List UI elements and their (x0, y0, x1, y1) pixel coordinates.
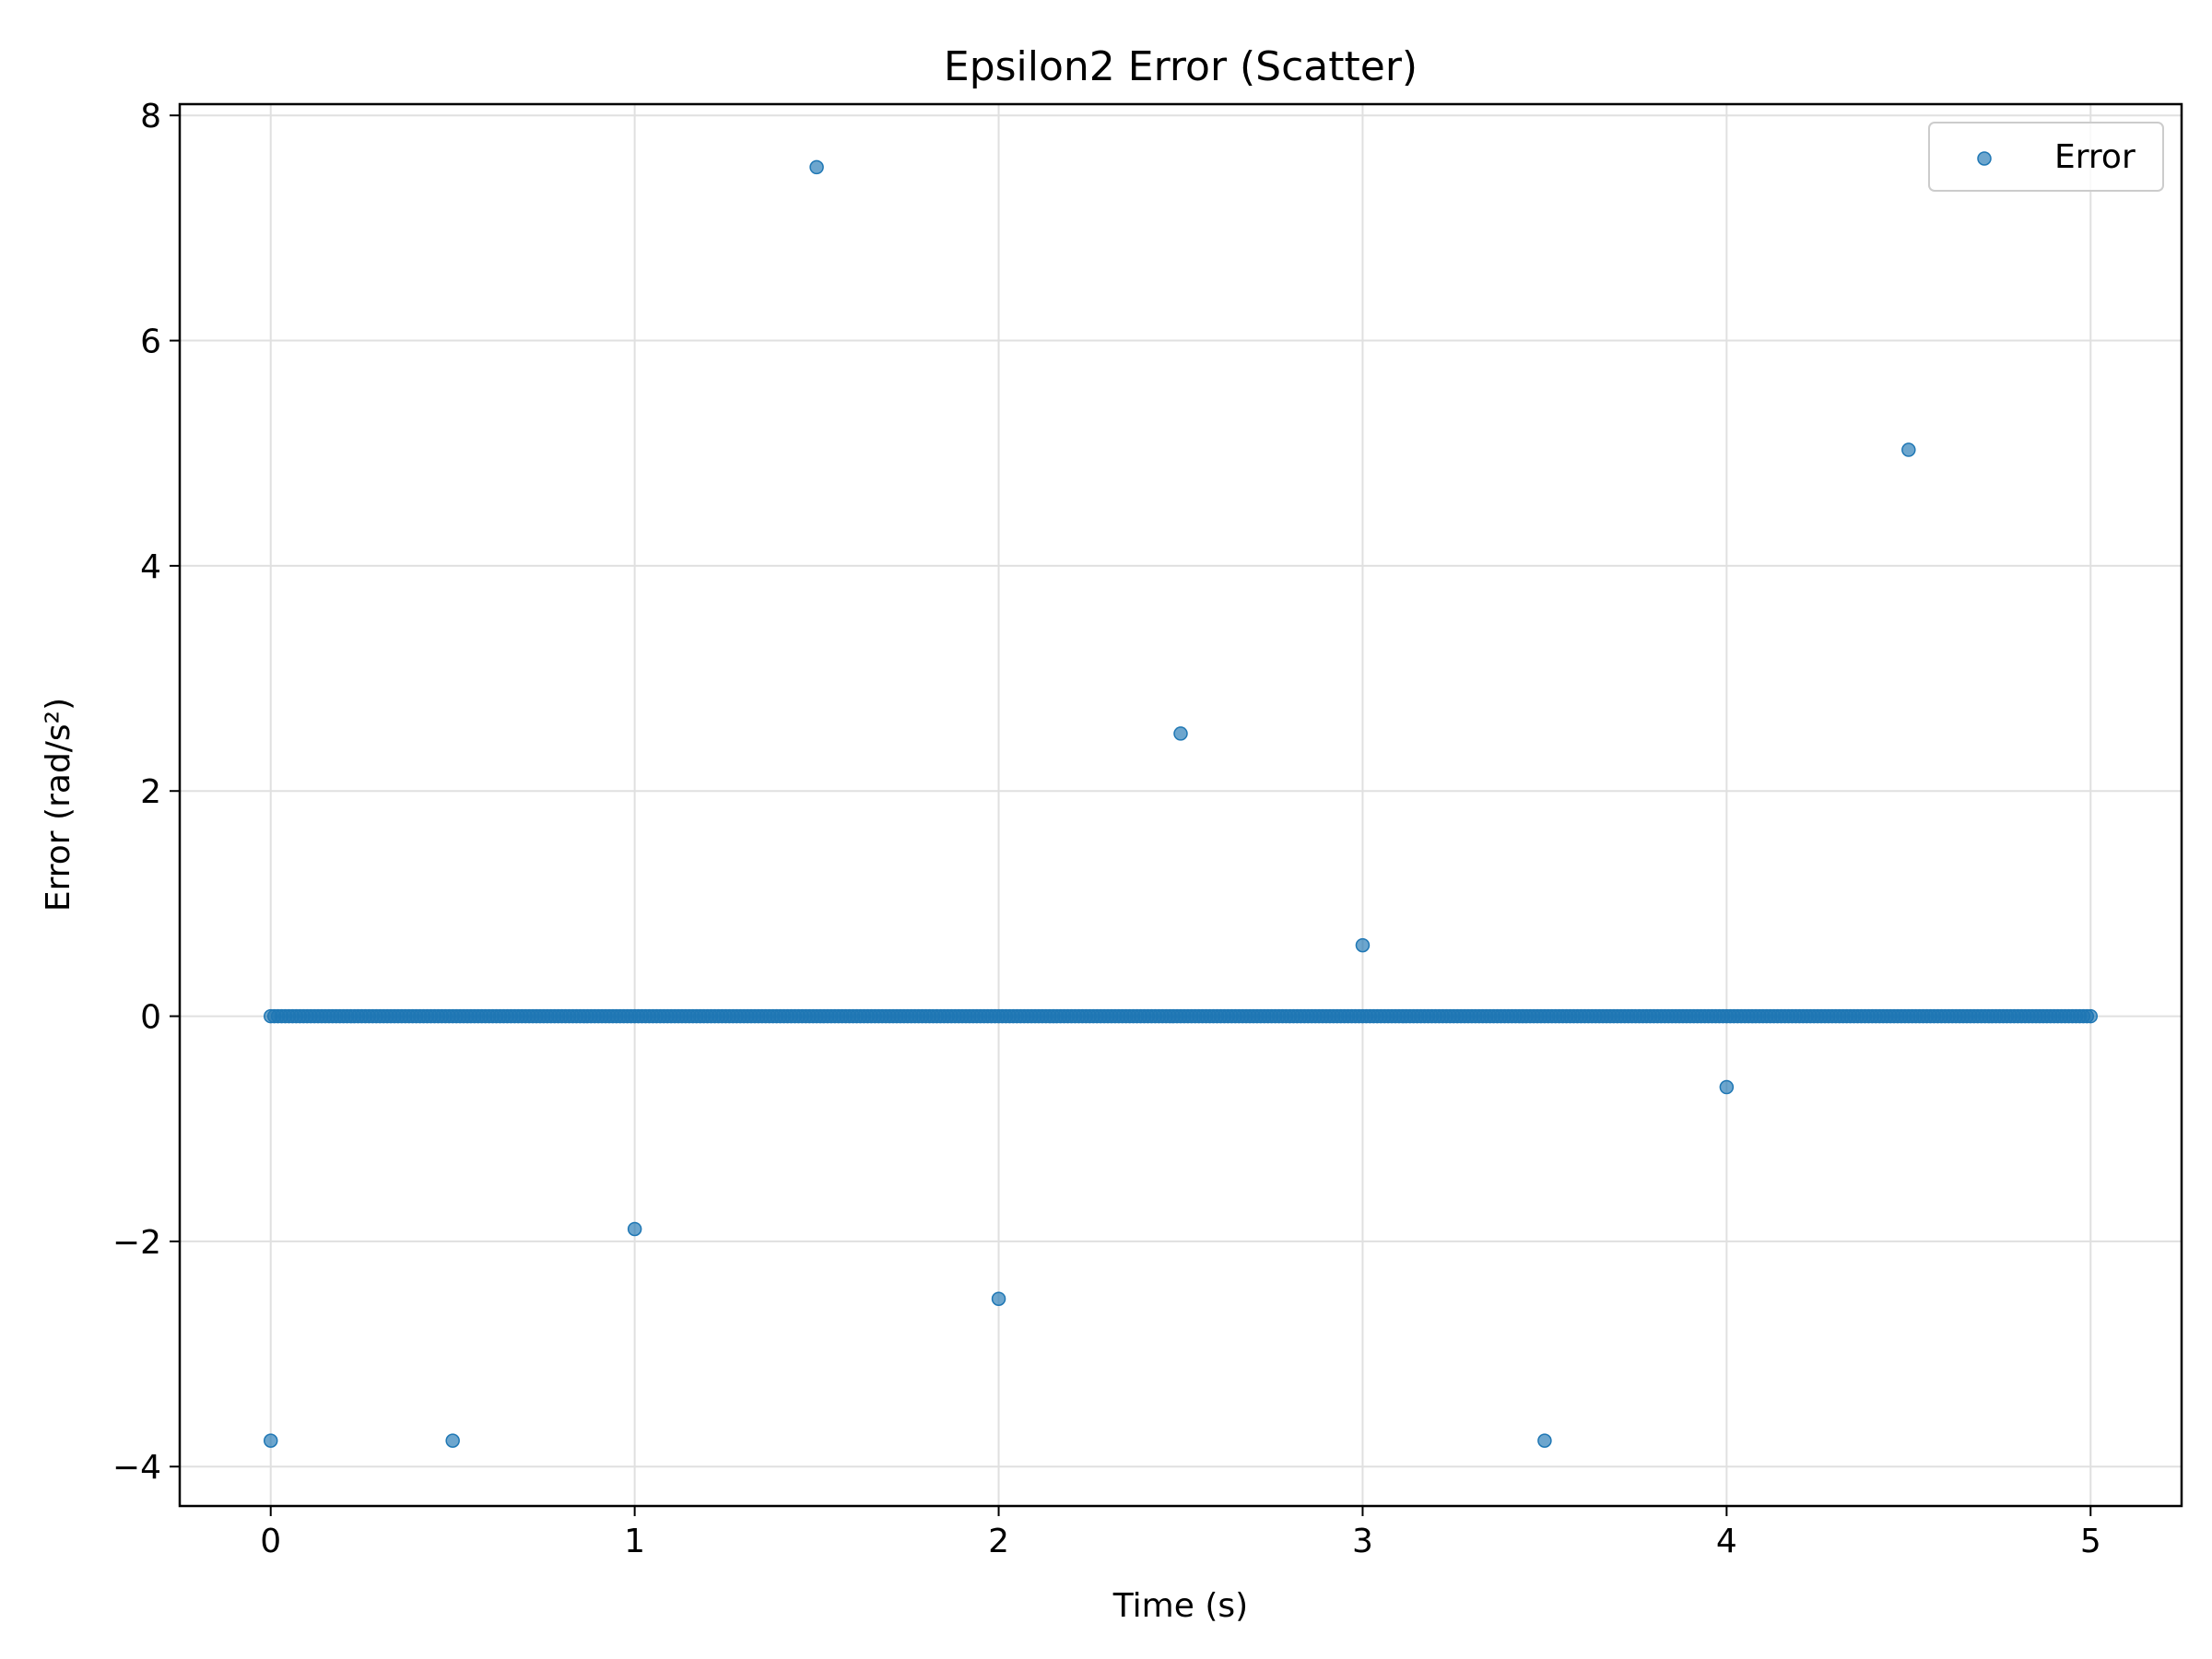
scatter-point (991, 1291, 1006, 1306)
scatter-point (1173, 726, 1188, 741)
y-tick-label: 2 (140, 773, 161, 811)
scatter-point (809, 159, 824, 175)
x-tick-label: 3 (1352, 1523, 1373, 1560)
scatter-point (627, 1221, 642, 1237)
data-points (263, 159, 2099, 1448)
y-tick-label: 0 (140, 999, 161, 1037)
scatter-point (445, 1433, 460, 1448)
scatter-point (1719, 1079, 1735, 1095)
scatter-point (263, 1433, 278, 1448)
scatter-point-baseline (2083, 1008, 2099, 1024)
legend-label-error: Error (2054, 138, 2136, 176)
x-tick-label: 5 (2080, 1523, 2101, 1560)
x-tick-label: 0 (260, 1523, 281, 1560)
axis-ticks: 0 1 2 3 4 5 −4 −2 0 2 4 6 8 (112, 98, 2101, 1560)
x-axis-title: Time (s) (1112, 1587, 1248, 1625)
scatter-point (1355, 937, 1371, 953)
plot-frame (178, 102, 2183, 1508)
x-tick-label: 4 (1716, 1523, 1737, 1560)
y-tick-label: 4 (140, 548, 161, 586)
y-tick-label: −2 (112, 1224, 161, 1262)
y-axis-title: Error (rad/s²) (40, 698, 77, 912)
legend: Error (1928, 122, 2164, 192)
y-tick-label: −4 (112, 1449, 161, 1487)
y-tick-label: 8 (140, 98, 161, 135)
x-tick-label: 2 (988, 1523, 1009, 1560)
scatter-point (1901, 442, 1916, 457)
x-tick-label: 1 (624, 1523, 645, 1560)
y-tick-label: 6 (140, 324, 161, 361)
legend-box (1928, 122, 2164, 192)
scatter-point (1537, 1433, 1552, 1448)
legend-marker (1977, 151, 1992, 166)
chart-title: Epsilon2 Error (Scatter) (944, 43, 1418, 90)
